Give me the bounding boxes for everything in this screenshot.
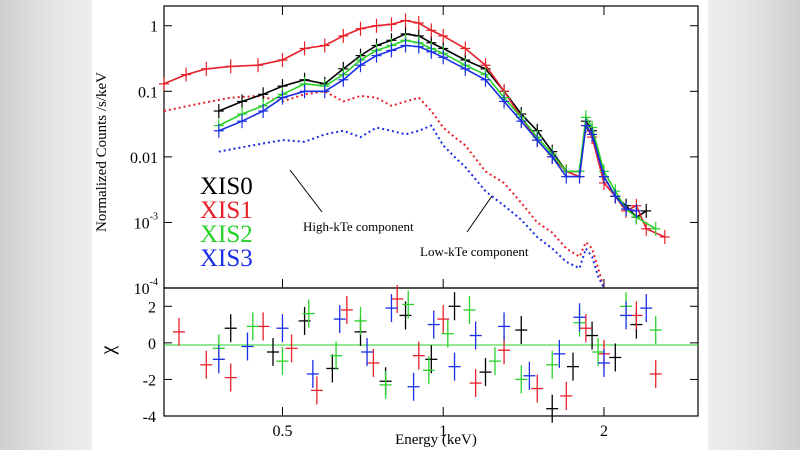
x-tick-label: 1: [439, 423, 447, 440]
x-tick-label: 0.5: [272, 423, 292, 440]
spectrum-ytick-label: 0.1: [138, 84, 158, 101]
annotation-high-kte: High-kTe component: [303, 219, 414, 234]
spectrum-y-axis-label: Normalized Counts /s/keV: [94, 72, 110, 232]
spectrum-ytick-label: 0.01: [130, 150, 158, 167]
xis-spectrum-figure: 1 0.1 0.01 10-3 10-4 2 0 -2 -4 0.5 1 2 XIS0 XIS1 X…: [94, 5, 699, 448]
legend-xis3: XIS3: [200, 245, 253, 272]
right-margin: [708, 0, 800, 450]
residual-ytick-label: 2: [148, 299, 156, 316]
model-components: [163, 90, 605, 289]
figure-panel: 1 0.1 0.01 10-3 10-4 2 0 -2 -4 0.5 1 2 XIS0 XIS1 X…: [92, 0, 708, 450]
residual-ytick-label: -2: [143, 372, 156, 389]
legend-xis0: XIS0: [200, 173, 253, 200]
xis3-spectrum-line: [218, 44, 637, 212]
spectrum-ytick-exponent: -4: [150, 277, 158, 288]
spectrum-ticks: 1 0.1 0.01 10-3 10-4: [130, 6, 698, 298]
residual-ytick-label: -4: [143, 409, 156, 426]
high-kte-pointer: [289, 169, 323, 213]
spectrum-ytick-label: 1: [150, 19, 158, 36]
annotation-low-kte: Low-kTe component: [420, 244, 529, 259]
residual-ytick-label: 0: [148, 336, 156, 353]
spectrum-ytick-label: 10-3: [134, 211, 158, 232]
residual-frame: [163, 287, 699, 417]
spectrum-ytick-exponent: -3: [150, 211, 158, 222]
x-tick-label: 2: [600, 423, 608, 440]
x-axis-label: Energy (keV): [395, 432, 477, 448]
residual-data: [172, 284, 662, 423]
model-high-kte-curve: [163, 90, 605, 289]
spectrum-ytick-label: 10-4: [134, 277, 158, 298]
spectrum-data: [159, 13, 670, 244]
left-margin: [0, 0, 92, 450]
legend: XIS0 XIS1 XIS2 XIS3: [200, 173, 253, 272]
low-kte-pointer: [466, 195, 493, 233]
legend-xis1: XIS1: [200, 197, 253, 224]
residual-y-axis-label: χ: [97, 345, 119, 355]
xis1-spectrum-line: [163, 19, 666, 238]
residual-ticks: 2 0 -2 -4 0.5 1 2: [143, 299, 698, 440]
legend-xis2: XIS2: [200, 221, 253, 248]
